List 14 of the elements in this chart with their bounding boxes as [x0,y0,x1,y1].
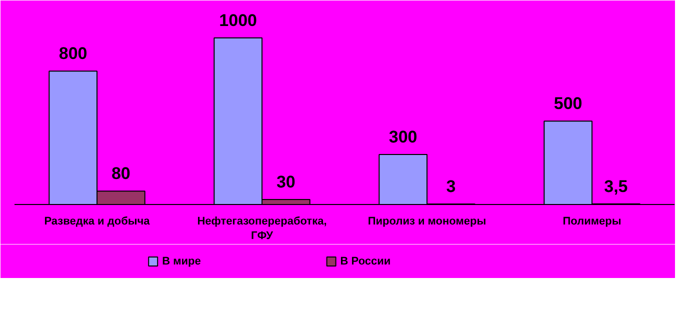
x-tick-label: Нефтегазопереработка, ГФУ [197,216,327,242]
data-label: 3 [446,177,456,196]
data-label: 500 [554,94,582,114]
x-tick-label: Разведка и добыча [44,216,151,228]
legend-label: В России [340,256,391,268]
data-label: 3,5 [604,176,628,196]
data-label: 80 [111,164,130,184]
data-label: 800 [58,44,88,64]
x-tick-label: Пиролиз и мономеры [368,216,486,228]
data-label: 300 [388,128,418,146]
data-label: 1000 [219,10,257,30]
legend-label: В мире [162,256,201,268]
data-label: 30 [276,172,296,192]
x-tick-label: Полимеры [562,216,622,228]
